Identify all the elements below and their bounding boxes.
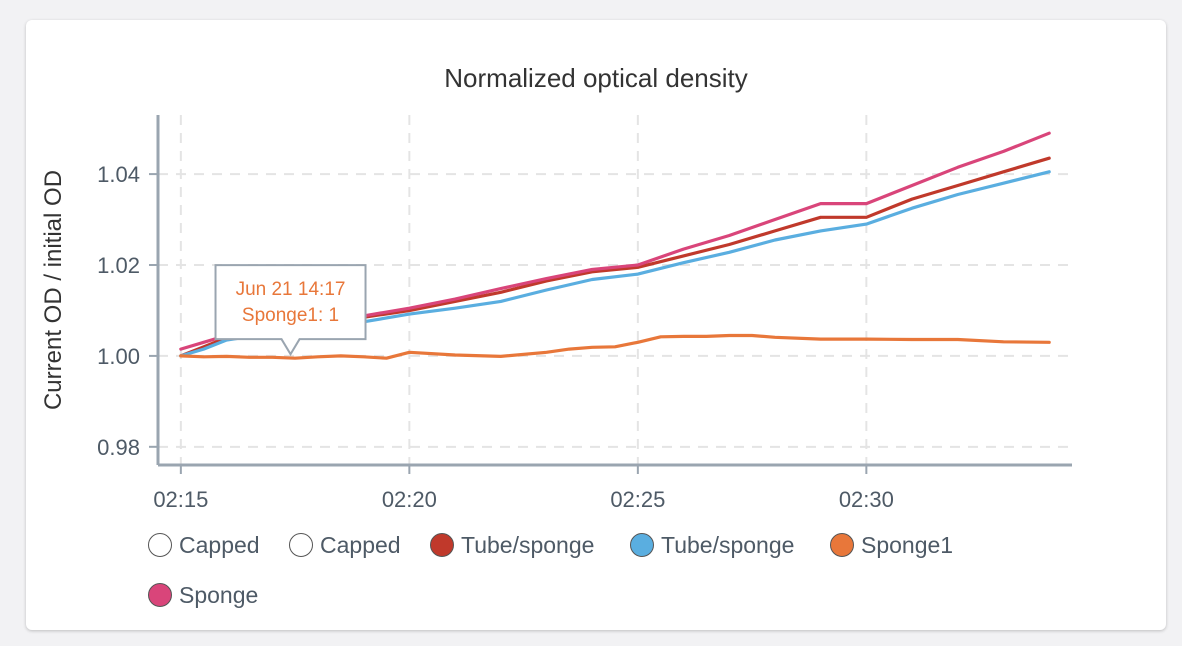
tooltip-value: Sponge1: 1 bbox=[242, 305, 339, 326]
legend-swatch bbox=[630, 533, 654, 557]
axes: 02:15 02:20 02:25 02:30 0.98 1.00 1.02 1.04 bbox=[97, 115, 1072, 512]
legend-label: Sponge1 bbox=[861, 532, 953, 558]
x-tick-label: 02:15 bbox=[153, 487, 208, 512]
legend-swatch bbox=[289, 533, 313, 557]
legend-swatch bbox=[430, 533, 454, 557]
legend-swatch bbox=[830, 533, 854, 557]
legend-label: Tube/sponge bbox=[461, 532, 594, 558]
x-tick-label: 02:30 bbox=[839, 487, 894, 512]
y-tick-label: 1.00 bbox=[97, 344, 140, 369]
legend-item: Tube/sponge bbox=[430, 532, 594, 558]
legend-item: Capped bbox=[289, 532, 401, 558]
y-tick-label: 0.98 bbox=[97, 435, 140, 460]
legend-item: Sponge bbox=[148, 582, 258, 608]
x-tick-label: 02:25 bbox=[610, 487, 665, 512]
legend-label: Tube/sponge bbox=[661, 532, 794, 558]
series-line bbox=[179, 333, 1051, 360]
legend-swatch bbox=[148, 533, 172, 557]
tooltip-box bbox=[214, 264, 367, 357]
legend-label: Capped bbox=[179, 532, 260, 558]
legend-label: Sponge bbox=[179, 582, 258, 608]
tooltip: Jun 21 14:17 Sponge1: 1 bbox=[214, 264, 367, 357]
legend: Capped Capped Tube/sponge Tube/sponge Sponge… bbox=[148, 532, 953, 608]
tooltip-date: Jun 21 14:17 bbox=[236, 279, 346, 300]
legend-item: Sponge1 bbox=[830, 532, 953, 558]
x-tick-label: 02:20 bbox=[382, 487, 437, 512]
y-tick-label: 1.02 bbox=[97, 253, 140, 278]
legend-label: Capped bbox=[320, 532, 401, 558]
chart-title: Normalized optical density bbox=[444, 63, 747, 93]
legend-item: Capped bbox=[148, 532, 260, 558]
y-axis-label: Current OD / initial OD bbox=[40, 170, 67, 410]
legend-item: Tube/sponge bbox=[630, 532, 794, 558]
y-tick-label: 1.04 bbox=[97, 162, 140, 187]
grid bbox=[158, 115, 1072, 465]
legend-swatch bbox=[148, 583, 172, 607]
